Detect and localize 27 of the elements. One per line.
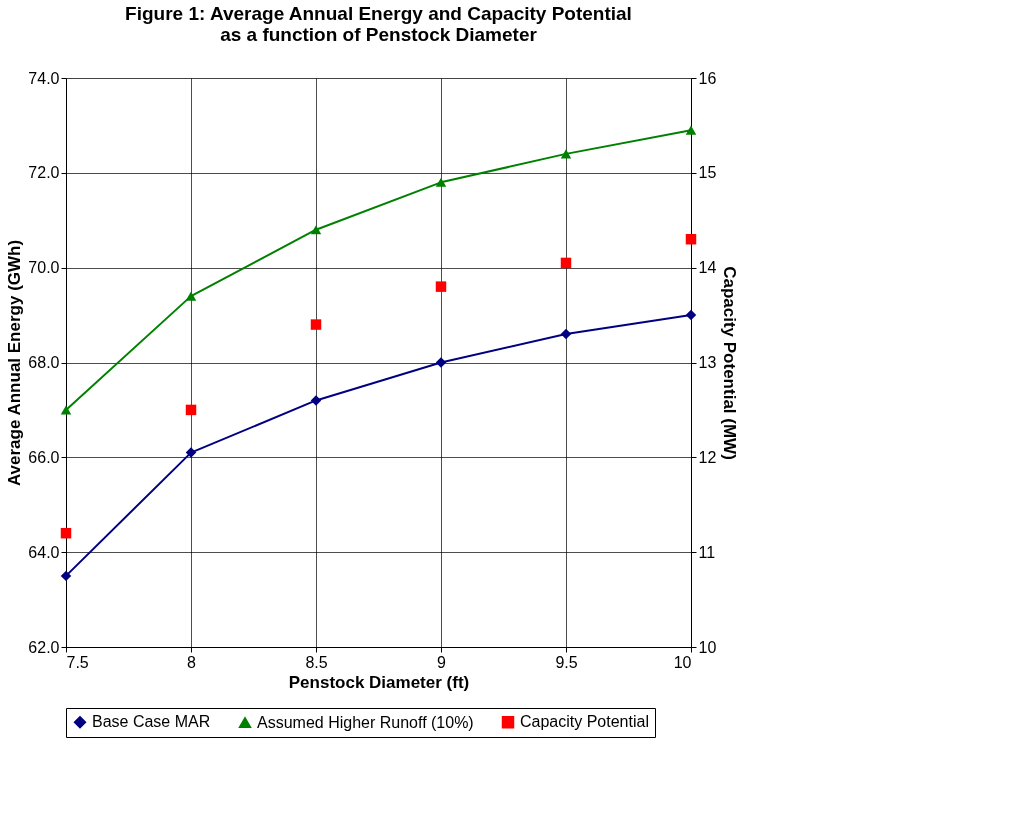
legend-label: Base Case MAR [92,713,211,731]
x-axis-title: Penstock Diameter (ft) [288,672,470,692]
y2-tick-label: 12 [698,448,717,466]
y-tick-label: 70.0 [28,259,60,277]
y-tick-label: 68.0 [28,354,60,371]
x-tick-label: 8.5 [305,653,328,671]
y2-axis-title: Capacity Potential (MW) [720,266,740,460]
y2-tick-label: 11 [698,543,716,561]
y-tick-label: 74.0 [28,69,60,87]
x-tick-label: 8 [187,653,197,671]
x-tick-label: 9.5 [555,653,578,671]
x-tick-label: 9 [437,653,447,671]
legend-label: Capacity Potential [520,713,649,731]
y2-tick-label: 14 [698,259,717,277]
y2-tick-label: 10 [698,638,717,656]
chart-title: Figure 1: Average Annual Energy and Capacity Potential as a function of Penstock Diameter [125,3,632,45]
y2-tick-label: 15 [698,164,717,182]
x-tick-label: 10 [673,653,692,671]
y-tick-label: 64.0 [28,543,60,561]
y2-tick-label: 13 [698,354,717,371]
y-tick-label: 62.0 [28,638,60,656]
y2-tick-label: 16 [698,69,717,87]
y-tick-label: 66.0 [28,448,60,466]
legend-label: Assumed Higher Runoff (10%) [257,713,474,731]
y-tick-label: 72.0 [28,164,60,182]
x-tick-label: 7.5 [66,653,89,671]
y-axis-title: Average Annual Energy (GWh) [5,239,25,487]
